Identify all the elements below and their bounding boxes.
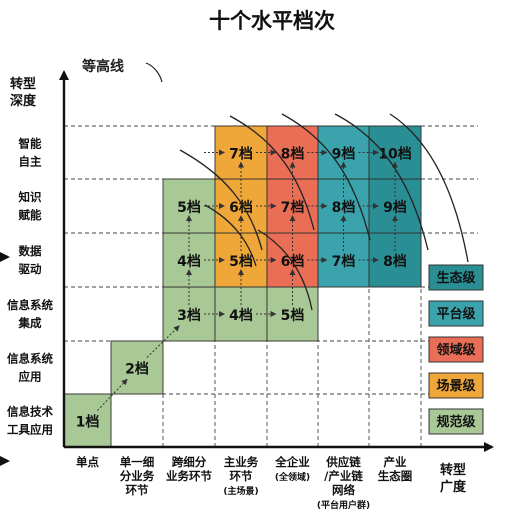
level-cell-label: 4档	[229, 307, 253, 324]
contour-curve	[334, 113, 429, 251]
contour-curve	[229, 115, 315, 231]
axes	[0, 70, 494, 466]
column-label: /产业链	[324, 469, 363, 483]
row-label: 知识	[18, 190, 42, 204]
level-cell-label: 6档	[229, 199, 253, 216]
level-cell-label: 5档	[229, 253, 253, 270]
level-cell-label: 9档	[383, 199, 407, 216]
legend-swatch	[428, 408, 484, 435]
contour-label-curve	[145, 62, 163, 83]
legend-swatch	[428, 372, 484, 399]
row-label: 信息技术	[7, 405, 53, 419]
legend-label: 规范级	[436, 414, 476, 430]
column-label: 产业	[384, 455, 407, 469]
row-label: 自主	[19, 155, 42, 169]
contour-curve	[281, 113, 371, 241]
level-cell-label: 4档	[177, 253, 201, 270]
legend-item: 生态级	[428, 264, 484, 291]
column-label: 全企业	[274, 455, 310, 469]
row-label: 集成	[18, 316, 42, 330]
column-label: 单一细	[120, 455, 155, 469]
column-label: (主场景)	[223, 485, 258, 497]
legend-swatch	[428, 336, 484, 363]
level-cell-label: 7档	[332, 253, 356, 270]
level-arrow	[146, 325, 180, 358]
row-label: 驱动	[19, 262, 42, 276]
contour-label: 等高线	[82, 58, 124, 75]
level-cell: 1档	[63, 393, 112, 448]
column-label: (平台用户群)	[317, 499, 370, 511]
column-label: 供应链	[325, 455, 361, 469]
legend-label: 领域级	[436, 342, 476, 358]
diagram-title: 十个水平档次	[209, 9, 335, 33]
level-cell-label: 2档	[125, 361, 149, 378]
column-label: 单点	[76, 455, 99, 469]
level-cell-label: 9档	[332, 146, 356, 163]
level-cell-label: 8档	[332, 199, 356, 216]
level-cell-label: 1档	[76, 414, 100, 431]
level-cell: 2档	[110, 340, 164, 395]
level-cell-label: 5档	[281, 307, 305, 324]
column-label: 生态圈	[378, 469, 413, 483]
contour-curve	[204, 204, 257, 267]
column-label: 跨细分	[172, 455, 207, 469]
y-axis-title-line-1: 转型	[10, 76, 36, 92]
legend-label: 生态级	[436, 270, 476, 286]
level-cell-label: 7档	[281, 199, 305, 216]
level-arrow	[97, 378, 128, 411]
legend-swatch	[428, 264, 484, 291]
column-label: 分业务	[120, 469, 155, 483]
contour-curve	[389, 113, 469, 263]
level-cell-label: 8档	[383, 253, 407, 270]
contour-lines	[179, 113, 469, 311]
level-cell-box	[110, 340, 164, 395]
legend-item: 场景级	[428, 372, 484, 399]
column-label: 网络	[332, 483, 355, 497]
column-label: 环节	[126, 483, 149, 497]
column-label: 环节	[230, 469, 253, 483]
level-cell-label: 10档	[378, 146, 411, 163]
level-cell-label: 5档	[177, 199, 201, 216]
legend-item: 领域级	[428, 336, 484, 363]
progress-arrows	[97, 149, 398, 411]
row-label: 赋能	[19, 208, 42, 222]
row-label: 应用	[19, 370, 42, 384]
legend-item: 规范级	[428, 408, 484, 435]
row-label: 智能	[19, 137, 42, 151]
legend-label: 平台级	[436, 306, 476, 322]
level-cell-label: 8档	[281, 146, 305, 163]
row-label: 信息系统	[7, 298, 53, 312]
row-label: 数据	[19, 244, 42, 258]
x-axis-title-line-2: 广度	[440, 479, 467, 495]
y-axis-title-line-2: 深度	[10, 93, 37, 109]
x-axis-title-line-1: 转型	[440, 462, 466, 478]
legend-item: 平台级	[428, 300, 484, 327]
column-label: 业务环节	[166, 469, 212, 483]
row-label: 信息系统	[7, 352, 53, 366]
level-cell-label: 3档	[177, 307, 201, 324]
contour-curve	[257, 229, 313, 311]
row-label: 工具应用	[7, 423, 53, 437]
column-label: 主业务	[224, 455, 259, 469]
column-labels: 单点 单一细分业务环节跨细分业务环节主业务环节(主场景)全企业(全领域)供应链/产…	[76, 455, 412, 511]
contour-curve	[179, 149, 263, 251]
legend-swatch	[428, 300, 484, 327]
column-label: (全领域)	[275, 471, 310, 483]
level-cell-label: 7档	[229, 146, 253, 163]
legend-label: 场景级	[436, 378, 476, 394]
